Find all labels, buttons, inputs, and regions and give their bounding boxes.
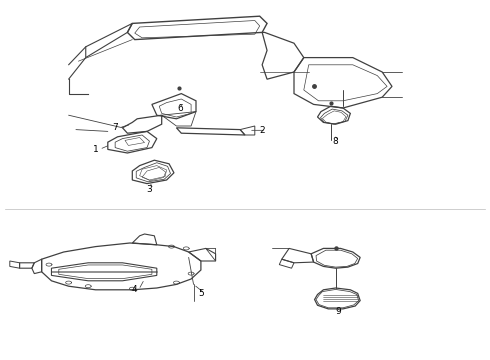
Text: 4: 4 [132, 285, 138, 294]
Text: 5: 5 [198, 289, 204, 298]
Text: 9: 9 [335, 307, 341, 316]
Text: 1: 1 [93, 145, 98, 154]
Text: 2: 2 [259, 126, 265, 135]
Text: 7: 7 [112, 123, 118, 132]
Text: 8: 8 [333, 136, 339, 145]
Text: 3: 3 [147, 184, 152, 194]
Text: 6: 6 [177, 104, 183, 112]
